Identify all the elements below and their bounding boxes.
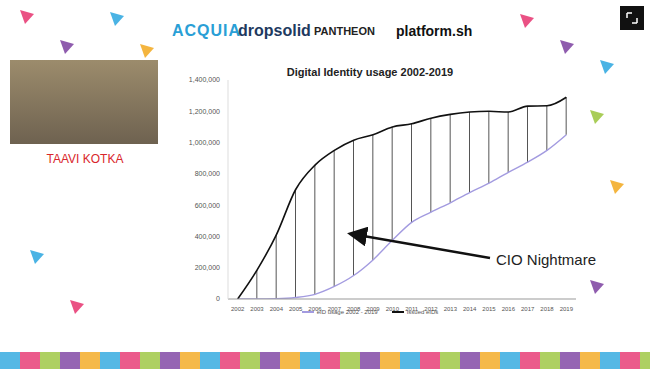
html-text:dropsolid PANTHEON: dropsolid PANTHEON <box>238 22 375 39</box>
html-text:platform.sh: platform.sh <box>396 23 473 39</box>
svg-text:600,000: 600,000 <box>195 202 220 209</box>
html-text:TAAVI KOTKA: TAAVI KOTKA <box>46 152 124 166</box>
svg-text:2014: 2014 <box>463 306 477 312</box>
html-text:CIO Nightmare: CIO Nightmare <box>496 251 596 268</box>
svg-text:2017: 2017 <box>521 306 535 312</box>
svg-text:2003: 2003 <box>250 306 264 312</box>
svg-text:2013: 2013 <box>444 306 458 312</box>
svg-text:1,400,000: 1,400,000 <box>189 76 220 83</box>
html-text:Digital Identity usage 2002-20: Digital Identity usage 2002-2019 <box>286 66 454 78</box>
svg-text:2015: 2015 <box>482 306 496 312</box>
svg-text:0: 0 <box>216 295 220 302</box>
svg-text:400,000: 400,000 <box>195 233 220 240</box>
svg-text:800,000: 800,000 <box>195 170 220 177</box>
svg-text:2019: 2019 <box>560 306 574 312</box>
svg-text:1,000,000: 1,000,000 <box>189 139 220 146</box>
svg-text:2002: 2002 <box>231 306 245 312</box>
svg-text:200,000: 200,000 <box>195 264 220 271</box>
svg-text:2006: 2006 <box>308 306 322 313</box>
html-text:Issued eIDs: Issued eIDs <box>406 309 439 315</box>
svg-text:2018: 2018 <box>540 306 554 312</box>
svg-text:2005: 2005 <box>289 306 303 313</box>
html-text:ACQUIA: ACQUIA <box>172 22 242 39</box>
svg-text:2016: 2016 <box>502 306 516 312</box>
svg-text:2010: 2010 <box>385 306 399 313</box>
html-text:eID usage 2002 - 2019: eID usage 2002 - 2019 <box>316 309 378 315</box>
svg-text:2004: 2004 <box>270 306 284 312</box>
svg-text:1,200,000: 1,200,000 <box>189 108 220 115</box>
